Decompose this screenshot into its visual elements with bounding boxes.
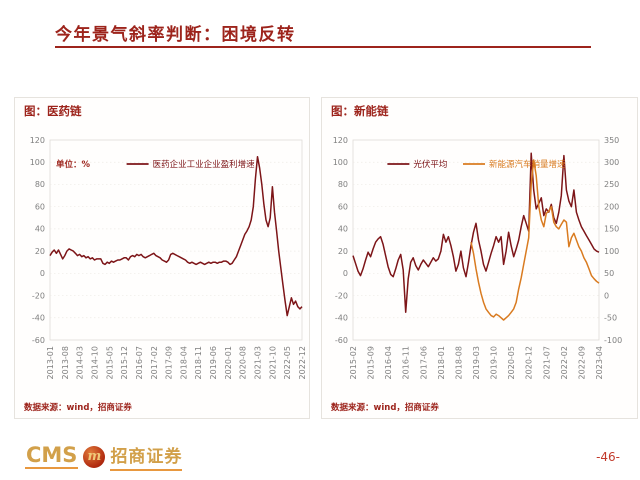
x-axis-tick: 2022-05 <box>283 346 292 379</box>
x-axis-tick: 2014-03 <box>76 346 85 379</box>
pharma-chart-panel: 图：医药链 120 100 80 60 40 20 0 -20 -40 -60 2013-01 201… <box>14 97 310 419</box>
unit-label: 单位：% <box>56 159 91 170</box>
x-axis-tick: 2019-10 <box>490 346 499 379</box>
legend-label: 新能源汽车销量增速 <box>489 159 566 170</box>
cms-logo-icon: m <box>83 445 106 468</box>
x-axis-tick: 2023-04 <box>595 346 604 379</box>
title-underline <box>55 46 591 48</box>
cms-brand-logo: CMS m 招商证券 <box>25 442 183 471</box>
plot-area <box>49 139 303 341</box>
x-axis-tick: 2021-03 <box>254 346 263 379</box>
pharma-chart-source: 数据来源：wind，招商证券 <box>24 403 132 413</box>
x-axis-tick: 2019-03 <box>472 346 481 379</box>
y-axis-tick-right: -50 <box>604 314 617 323</box>
x-axis-tick: 2017-06 <box>419 346 428 379</box>
newenergy-chart-svg: 120100806040200-20-40-603503002502001501… <box>333 136 622 380</box>
legend-label: 医药企业工业企业盈利增速 <box>153 159 256 170</box>
x-axis-tick: 2017-02 <box>150 346 159 379</box>
x-axis-tick: 2016-04 <box>384 346 393 379</box>
newenergy-chart-panel: 图：新能链 120 100 80 60 40 20 0 -20 -40 -60 350 300 250 2… <box>321 97 638 419</box>
y-axis-tick-left: -40 <box>335 314 348 323</box>
y-axis-tick-left: 60 <box>35 202 45 211</box>
page-title: 今年景气斜率判断：困境反转 <box>55 25 296 45</box>
pharma-chart-title: 图：医药链 <box>24 104 82 118</box>
legend-label: 光伏平均 <box>413 159 447 170</box>
x-axis-tick: 2017-09 <box>165 346 174 379</box>
x-axis-tick: 2019-06 <box>209 346 218 379</box>
x-axis-tick: 2018-08 <box>454 346 463 379</box>
x-axis-tick: 2014-10 <box>90 346 99 379</box>
x-axis-tick: 2016-07 <box>135 346 144 379</box>
x-axis-tick: 2020-08 <box>239 346 248 379</box>
series-line-2 <box>470 159 600 321</box>
footer: CMS m 招商证券 -46- <box>0 438 640 480</box>
x-axis-tick: 2022-02 <box>560 346 569 379</box>
y-axis-tick-left: -40 <box>32 314 45 323</box>
page-number: -46- <box>596 450 620 464</box>
y-axis-tick-left: 100 <box>30 158 45 167</box>
y-axis-tick-right: 0 <box>604 291 609 300</box>
x-axis-tick: 2015-12 <box>120 346 129 379</box>
y-axis-tick-left: 20 <box>338 247 348 256</box>
y-axis-tick-left: -60 <box>32 336 45 345</box>
y-axis-tick-left: 80 <box>35 180 45 189</box>
y-axis-tick-left: 20 <box>35 247 45 256</box>
y-axis-tick-left: 0 <box>40 269 45 278</box>
x-axis-tick: 2016-11 <box>402 346 411 379</box>
y-axis-tick-right: 350 <box>604 136 619 145</box>
y-axis-tick-left: 40 <box>338 225 348 234</box>
y-axis-tick-left: -20 <box>32 291 45 300</box>
x-axis-tick: 2015-05 <box>105 346 114 379</box>
newenergy-chart-source: 数据来源：wind，招商证券 <box>331 403 439 413</box>
x-axis-tick: 2018-11 <box>194 346 203 379</box>
y-axis-tick-left: 120 <box>333 136 348 145</box>
y-axis-tick-right: 200 <box>604 202 619 211</box>
x-axis-tick: 2015-09 <box>367 346 376 379</box>
series-line-1 <box>49 155 303 317</box>
series-line-1 <box>352 152 600 313</box>
x-axis-tick: 2020-01 <box>224 346 233 379</box>
cms-wordmark: CMS <box>25 443 79 469</box>
y-axis-tick-left: 40 <box>35 225 45 234</box>
y-axis-tick-right: 250 <box>604 180 619 189</box>
y-axis-tick-left: 60 <box>338 202 348 211</box>
x-axis-tick: 2021-10 <box>268 346 277 379</box>
x-axis-tick: 2018-01 <box>437 346 446 379</box>
y-axis-tick-left: 80 <box>338 180 348 189</box>
x-axis-tick: 2020-12 <box>525 346 534 379</box>
y-axis-tick-left: 120 <box>30 136 45 145</box>
x-axis-tick: 2022-12 <box>298 346 307 379</box>
y-axis-tick-right: -100 <box>604 336 622 345</box>
y-axis-tick-right: 150 <box>604 225 619 234</box>
y-axis-tick-right: 300 <box>604 158 619 167</box>
y-axis-tick-left: -60 <box>335 336 348 345</box>
y-axis-tick-left: 0 <box>343 269 348 278</box>
y-axis-tick-right: 50 <box>604 269 614 278</box>
x-axis-tick: 2022-09 <box>577 346 586 379</box>
x-axis-tick: 2013-01 <box>46 346 55 379</box>
x-axis-tick: 2021-07 <box>542 346 551 379</box>
y-axis-tick-left: -20 <box>335 291 348 300</box>
x-axis-tick: 2015-02 <box>349 346 358 379</box>
y-axis-tick-right: 100 <box>604 247 619 256</box>
x-axis-tick: 2013-08 <box>61 346 70 379</box>
x-axis-tick: 2020-05 <box>507 346 516 379</box>
newenergy-chart-title: 图：新能链 <box>331 104 389 118</box>
x-axis-tick: 2018-04 <box>179 346 188 379</box>
plot-area <box>352 139 600 341</box>
brand-name: 招商证券 <box>110 442 183 471</box>
y-axis-tick-left: 100 <box>333 158 348 167</box>
